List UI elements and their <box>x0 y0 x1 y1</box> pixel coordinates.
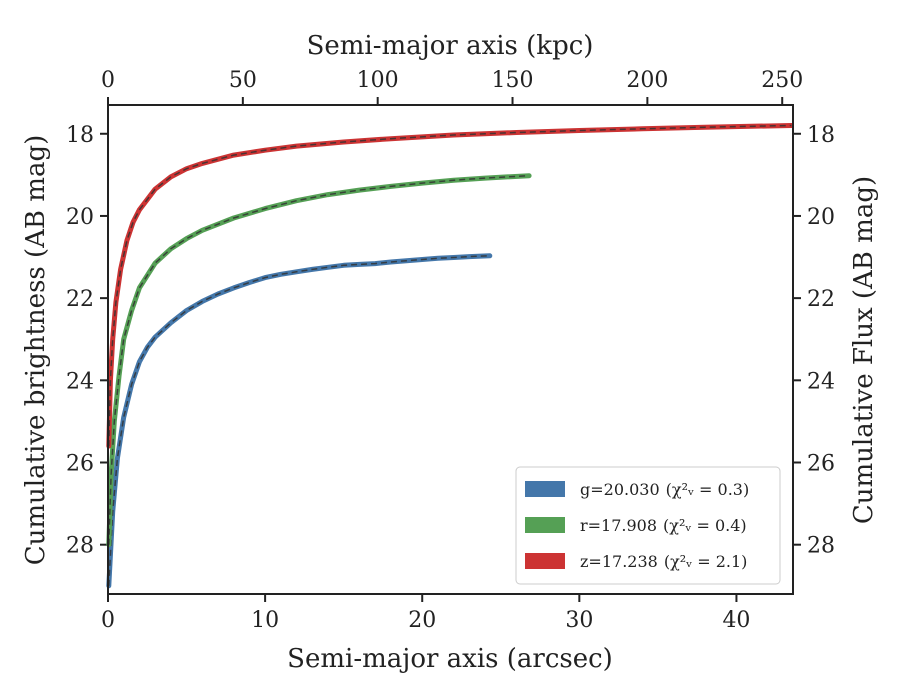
x-top-tick-label: 50 <box>229 68 257 93</box>
legend-box <box>515 466 781 585</box>
y-right-tick-label: 24 <box>807 369 835 394</box>
x-tick-label: 40 <box>722 608 750 633</box>
legend-swatch-z <box>525 553 565 569</box>
x-axis-top-title: Semi-major axis (kpc) <box>307 31 594 61</box>
legend-swatch-r <box>525 517 565 533</box>
y-tick-label: 26 <box>66 452 94 477</box>
legend-value-r: r=17.908 <box>580 516 657 535</box>
legend-label-z: z=17.238 (χ²ᵥ = 2.1) <box>580 552 747 571</box>
series-r-fit-line <box>108 174 530 545</box>
x-top-tick-label: 100 <box>357 68 399 93</box>
series-layer <box>106 123 794 589</box>
y-right-tick-label: 22 <box>807 287 835 312</box>
y-axis-title: Cumulative brightness (AB mag) <box>21 135 51 566</box>
ticks-layer: 0 10 20 30 40 0 50 100 150 200 250 18 18 20 20 22 22 24 24… <box>66 68 835 633</box>
legend-value-z: z=17.238 <box>580 552 658 571</box>
series-r-line <box>106 173 532 548</box>
x-top-tick-label: 250 <box>761 68 803 93</box>
series-z-fit-line <box>108 124 792 447</box>
x-top-tick-label: 0 <box>101 68 115 93</box>
x-tick-label: 20 <box>408 608 436 633</box>
y-right-tick-label: 18 <box>807 123 835 148</box>
y-right-tick-label: 20 <box>807 205 835 230</box>
y-right-tick-label: 26 <box>807 452 835 477</box>
series-g-line <box>106 253 493 589</box>
legend-swatch-g <box>525 481 565 497</box>
x-top-tick-label: 200 <box>626 68 668 93</box>
series-g-fit-line <box>108 255 490 586</box>
legend-value-g: g=20.030 <box>580 480 660 499</box>
y-tick-label: 20 <box>66 205 94 230</box>
series-z-line <box>106 123 794 449</box>
legend-chi2-z: (χ²ᵥ = 2.1) <box>664 552 748 571</box>
plot-frame <box>107 104 794 595</box>
x-tick-label: 0 <box>101 608 115 633</box>
x-tick-label: 10 <box>251 608 279 633</box>
y-tick-label: 18 <box>66 123 94 148</box>
legend-chi2-g: (χ²ᵥ = 0.3) <box>666 480 750 499</box>
x-tick-label: 30 <box>565 608 593 633</box>
y-tick-label: 22 <box>66 287 94 312</box>
legend: g=20.030 (χ²ᵥ = 0.3) r=17.908 (χ²ᵥ = 0.4) z=… <box>515 466 781 585</box>
y-right-tick-label: 28 <box>807 534 835 559</box>
legend-label-g: g=20.030 (χ²ᵥ = 0.3) <box>580 480 749 499</box>
x-axis-title: Semi-major axis (arcsec) <box>287 644 613 674</box>
y-tick-label: 24 <box>66 369 94 394</box>
legend-chi2-r: (χ²ᵥ = 0.4) <box>663 516 747 535</box>
legend-label-r: r=17.908 (χ²ᵥ = 0.4) <box>580 516 747 535</box>
x-top-tick-label: 150 <box>492 68 534 93</box>
y-axis-right-title: Cumulative Flux (AB mag) <box>849 176 879 524</box>
y-tick-label: 28 <box>66 534 94 559</box>
